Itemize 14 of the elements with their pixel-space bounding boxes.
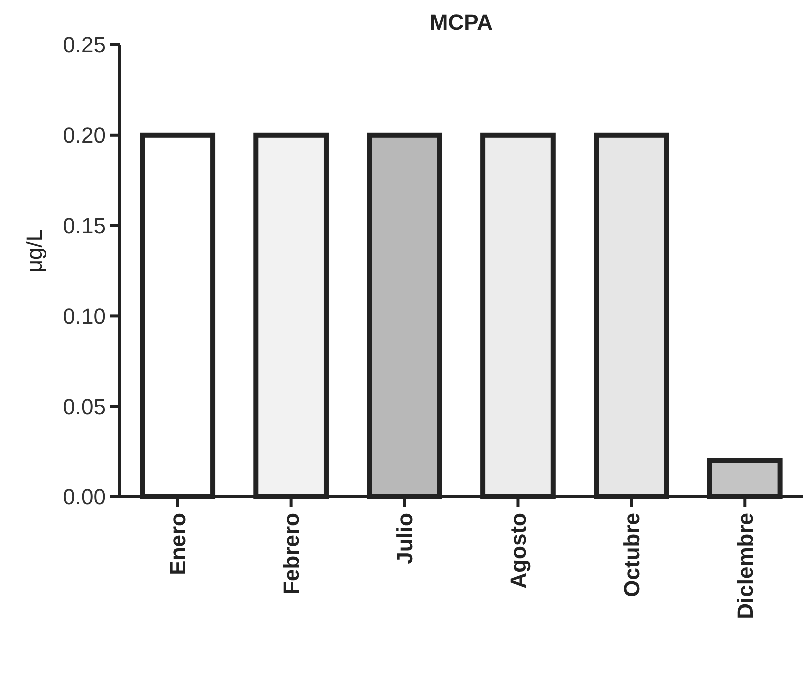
y-tick-label: 0.10 bbox=[63, 304, 106, 329]
x-tick-label: Octubre bbox=[619, 513, 644, 598]
y-tick-label: 0.25 bbox=[63, 32, 106, 58]
chart-title: MCPA bbox=[430, 10, 494, 35]
y-tick-label: 0.00 bbox=[63, 484, 106, 510]
x-tick-label: Enero bbox=[166, 513, 191, 576]
x-tick-label: Julio bbox=[392, 513, 418, 564]
y-tick-label: 0.05 bbox=[63, 394, 106, 420]
y-tick-label: 0.15 bbox=[63, 214, 106, 238]
x-tick-label: Agosto bbox=[506, 513, 531, 589]
x-tick-label: Diclembre bbox=[732, 513, 758, 620]
y-axis-title: μg/L bbox=[22, 229, 47, 273]
x-tick-label: Febrero bbox=[279, 513, 304, 595]
y-tick-label: 0.20 bbox=[63, 123, 106, 148]
